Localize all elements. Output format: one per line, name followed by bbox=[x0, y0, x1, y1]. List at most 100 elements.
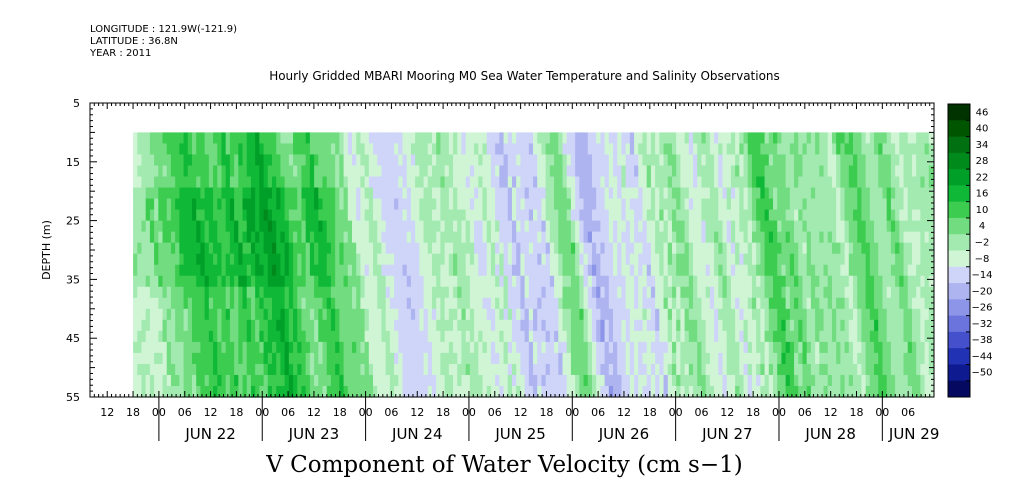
heatmap-cell bbox=[638, 143, 644, 156]
heatmap-cell bbox=[836, 297, 841, 310]
heatmap-cell bbox=[831, 286, 837, 299]
heatmap-cell bbox=[503, 385, 509, 398]
heatmap-cell bbox=[709, 220, 715, 233]
heatmap-cell bbox=[507, 308, 513, 321]
heatmap-cell bbox=[234, 253, 239, 266]
heatmap-cell bbox=[288, 297, 294, 310]
heatmap-cell bbox=[545, 143, 551, 156]
heatmap-cell bbox=[221, 176, 227, 189]
heatmap-cell bbox=[204, 143, 210, 156]
heatmap-cell bbox=[558, 187, 564, 200]
heatmap-cell bbox=[297, 220, 303, 233]
heatmap-cell bbox=[667, 341, 673, 354]
heatmap-cell bbox=[213, 363, 218, 376]
heatmap-cell bbox=[827, 154, 833, 167]
heatmap-cell bbox=[827, 319, 833, 332]
heatmap-cell bbox=[667, 209, 673, 222]
heatmap-cell bbox=[482, 385, 488, 398]
heatmap-cell bbox=[789, 187, 795, 200]
heatmap-cell bbox=[192, 209, 197, 222]
heatmap-cell bbox=[878, 374, 884, 387]
heatmap-cell bbox=[684, 374, 690, 387]
heatmap-cell bbox=[250, 209, 256, 222]
heatmap-cell bbox=[613, 286, 618, 299]
heatmap-cell bbox=[789, 352, 795, 365]
heatmap-cell bbox=[415, 209, 420, 222]
heatmap-cell bbox=[815, 154, 820, 167]
heatmap-cell bbox=[305, 143, 311, 156]
heatmap-cell bbox=[490, 264, 496, 277]
heatmap-cell bbox=[554, 132, 559, 145]
heatmap-cell bbox=[351, 286, 357, 299]
heatmap-cell bbox=[844, 198, 850, 211]
heatmap-cell bbox=[642, 385, 648, 398]
heatmap-cell bbox=[911, 330, 917, 343]
heatmap-cell bbox=[276, 198, 282, 211]
heatmap-cell bbox=[356, 253, 362, 266]
heatmap-cell bbox=[789, 264, 795, 277]
heatmap-cell bbox=[196, 132, 202, 145]
heatmap-cell bbox=[250, 253, 256, 266]
heatmap-cell bbox=[457, 264, 463, 277]
heatmap-cell bbox=[621, 143, 627, 156]
heatmap-cell bbox=[427, 132, 433, 145]
heatmap-cell bbox=[427, 154, 433, 167]
heatmap-cell bbox=[693, 165, 698, 178]
heatmap-cell bbox=[297, 198, 303, 211]
heatmap-cell bbox=[368, 363, 374, 376]
heatmap-cell bbox=[297, 242, 303, 255]
heatmap-cell bbox=[149, 176, 155, 189]
heatmap-cell bbox=[608, 308, 614, 321]
heatmap-cell bbox=[440, 264, 446, 277]
heatmap-cell bbox=[924, 363, 930, 376]
heatmap-cell bbox=[768, 363, 774, 376]
heatmap-cell bbox=[621, 286, 627, 299]
heatmap-cell bbox=[368, 242, 374, 255]
heatmap-cell bbox=[705, 253, 711, 266]
heatmap-cell bbox=[554, 330, 559, 343]
heatmap-cell bbox=[739, 330, 745, 343]
heatmap-cell bbox=[533, 286, 538, 299]
heatmap-cell bbox=[916, 165, 921, 178]
heatmap-cell bbox=[373, 308, 378, 321]
heatmap-cell bbox=[693, 132, 698, 145]
heatmap-cell bbox=[486, 253, 492, 266]
heatmap-cell bbox=[385, 143, 391, 156]
heatmap-cell bbox=[743, 264, 749, 277]
heatmap-cell bbox=[874, 242, 879, 255]
heatmap-cell bbox=[903, 187, 909, 200]
heatmap-cell bbox=[903, 176, 909, 189]
heatmap-cell bbox=[469, 264, 475, 277]
heatmap-cell bbox=[861, 286, 867, 299]
heatmap-cell bbox=[634, 264, 639, 277]
heatmap-cell bbox=[878, 154, 884, 167]
heatmap-cell bbox=[398, 209, 404, 222]
heatmap-cell bbox=[739, 275, 745, 288]
heatmap-cell bbox=[659, 132, 665, 145]
heatmap-cell bbox=[229, 330, 235, 343]
heatmap-cell bbox=[591, 187, 597, 200]
heatmap-cell bbox=[747, 132, 753, 145]
heatmap-cell bbox=[718, 275, 724, 288]
heatmap-cell bbox=[650, 154, 656, 167]
heatmap-cell bbox=[431, 341, 437, 354]
heatmap-cell bbox=[187, 198, 193, 211]
heatmap-cell bbox=[760, 242, 766, 255]
heatmap-cell bbox=[351, 275, 357, 288]
heatmap-cell bbox=[217, 198, 223, 211]
heatmap-cell bbox=[385, 242, 391, 255]
heatmap-cell bbox=[255, 231, 260, 244]
heatmap-cell bbox=[373, 286, 378, 299]
heatmap-cell bbox=[768, 264, 774, 277]
heatmap-cell bbox=[709, 187, 715, 200]
heatmap-cell bbox=[747, 176, 753, 189]
heatmap-cell bbox=[562, 385, 568, 398]
heatmap-cell bbox=[137, 330, 143, 343]
heatmap-cell bbox=[853, 374, 858, 387]
heatmap-cell bbox=[145, 319, 151, 332]
heatmap-cell bbox=[343, 319, 349, 332]
heatmap-cell bbox=[373, 176, 378, 189]
heatmap-cell bbox=[141, 176, 147, 189]
heatmap-cell bbox=[213, 165, 218, 178]
heatmap-cell bbox=[583, 176, 589, 189]
